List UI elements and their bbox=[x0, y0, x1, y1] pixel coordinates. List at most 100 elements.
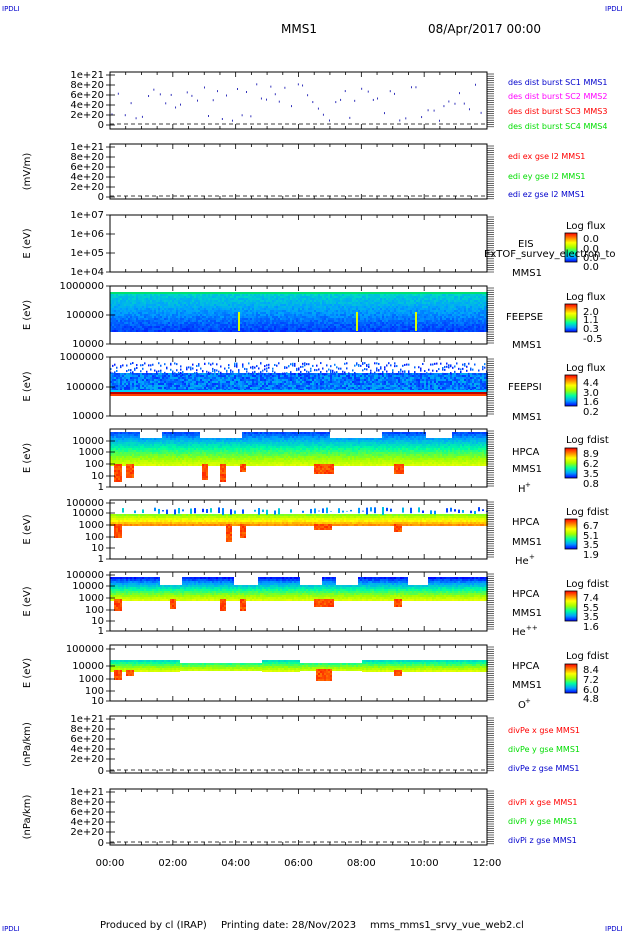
feepse-cell bbox=[476, 314, 478, 316]
feepse-cell bbox=[166, 328, 168, 330]
feepsi-cell bbox=[202, 379, 204, 381]
feepsi-speck bbox=[212, 367, 214, 370]
feepse-cell bbox=[392, 322, 394, 324]
feepse-cell bbox=[352, 310, 354, 312]
feepsi-cell bbox=[126, 375, 128, 377]
feepsi-cell bbox=[180, 387, 182, 389]
feepse-cell bbox=[222, 294, 224, 296]
feepse-cell bbox=[360, 326, 362, 328]
feepsi-cell bbox=[264, 375, 266, 377]
feepse-cell bbox=[166, 302, 168, 304]
feepse-cell bbox=[210, 318, 212, 320]
feepse-cell bbox=[302, 298, 304, 300]
feepse-cell bbox=[166, 296, 168, 298]
feepse-cell bbox=[396, 298, 398, 300]
feepse-cell bbox=[168, 312, 170, 314]
feepse-cell bbox=[222, 302, 224, 304]
feepse-cell bbox=[220, 322, 222, 324]
feepse-cell bbox=[252, 300, 254, 302]
feepse-cell bbox=[176, 302, 178, 304]
feepse-cell bbox=[224, 314, 226, 316]
feepse-cell bbox=[454, 300, 456, 302]
feepse-cell bbox=[130, 300, 132, 302]
feepse-cell bbox=[264, 300, 266, 302]
feepse-cell bbox=[386, 330, 388, 332]
feepse-cell bbox=[248, 304, 250, 306]
feepsi-speck bbox=[142, 367, 144, 370]
feepse-cell bbox=[176, 300, 178, 302]
feepse-cell bbox=[474, 320, 476, 322]
feepse-cell bbox=[402, 318, 404, 320]
feepsi-cell bbox=[328, 373, 330, 375]
feepse-cell bbox=[162, 304, 164, 306]
feepse-cell bbox=[148, 328, 150, 330]
feepsi-cell bbox=[132, 385, 134, 387]
feepse-cell bbox=[246, 300, 248, 302]
feepse-cell bbox=[184, 324, 186, 326]
feepse-cell bbox=[352, 302, 354, 304]
feepse-cell bbox=[188, 294, 190, 296]
feepsi-cell bbox=[330, 387, 332, 389]
feepse-cell bbox=[188, 312, 190, 314]
feepse-cell bbox=[244, 294, 246, 296]
feepse-cell bbox=[184, 304, 186, 306]
feepsi-speck bbox=[206, 373, 208, 376]
feepse-cell bbox=[438, 312, 440, 314]
feepse-cell bbox=[110, 312, 112, 314]
feepse-cell bbox=[314, 316, 316, 318]
feepse-cell bbox=[378, 306, 380, 308]
feepsi-cell bbox=[296, 383, 298, 385]
feepse-cell bbox=[452, 308, 454, 310]
feepsi-cell bbox=[146, 373, 148, 375]
feepse-cell bbox=[432, 314, 434, 316]
feepse-cell bbox=[480, 324, 482, 326]
feepse-cell bbox=[466, 308, 468, 310]
feepse-cell bbox=[216, 296, 218, 298]
feepse-cell bbox=[240, 312, 242, 314]
feepse-cell bbox=[380, 326, 382, 328]
feepse-cell bbox=[258, 318, 260, 320]
feepse-cell bbox=[118, 302, 120, 304]
feepse-cell bbox=[450, 312, 452, 314]
feepse-cell bbox=[476, 312, 478, 314]
feepse-cell bbox=[316, 302, 318, 304]
feepse-cell bbox=[360, 316, 362, 318]
feepse-cell bbox=[234, 304, 236, 306]
feepse-cell bbox=[310, 312, 312, 314]
feepse-cell bbox=[406, 302, 408, 304]
feepsi-cell bbox=[176, 381, 178, 383]
feepse-cell bbox=[226, 302, 228, 304]
feepsi-speck bbox=[182, 373, 184, 376]
feepse-cell bbox=[268, 322, 270, 324]
feepse-cell bbox=[162, 322, 164, 324]
feepse-cell bbox=[208, 316, 210, 318]
feepse-cell bbox=[258, 314, 260, 316]
feepse-cell bbox=[212, 320, 214, 322]
feepse-cell bbox=[294, 326, 296, 328]
feepse-cell bbox=[332, 298, 334, 300]
feepse-cell bbox=[252, 294, 254, 296]
feepse-cell bbox=[126, 314, 128, 316]
feepsi-cell bbox=[224, 383, 226, 385]
feepse-cell bbox=[340, 308, 342, 310]
feepsi-speck bbox=[300, 373, 302, 376]
feepse-cell bbox=[316, 312, 318, 314]
feepse-cell bbox=[222, 314, 224, 316]
feepse-cell bbox=[406, 330, 408, 332]
feepse-cell bbox=[120, 308, 122, 310]
feepse-cell bbox=[152, 324, 154, 326]
feepse-cell bbox=[126, 298, 128, 300]
feepse-cell bbox=[270, 322, 272, 324]
feepse-cell bbox=[182, 302, 184, 304]
feepse-cell bbox=[450, 314, 452, 316]
feepse-cell bbox=[258, 302, 260, 304]
feepse-cell bbox=[346, 326, 348, 328]
feepse-cell bbox=[366, 310, 368, 312]
feepse-cell bbox=[376, 300, 378, 302]
feepsi-cell bbox=[304, 375, 306, 377]
feepse-cell bbox=[200, 314, 202, 316]
feepse-cell bbox=[394, 322, 396, 324]
feepse-cell bbox=[198, 298, 200, 300]
feepsi-cell bbox=[192, 387, 194, 389]
feepsi-cell bbox=[306, 379, 308, 381]
